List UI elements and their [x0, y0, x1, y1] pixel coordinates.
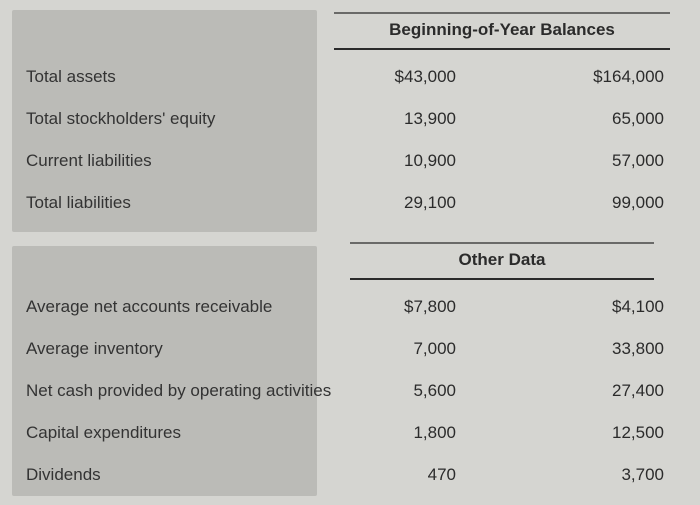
- row-value-col2: 33,800: [504, 339, 670, 359]
- row-label: Average net accounts receivable: [18, 297, 334, 317]
- row-value-col2: $4,100: [504, 297, 670, 317]
- row-value-col1: 29,100: [334, 193, 504, 213]
- row-label: Current liabilities: [18, 151, 334, 171]
- row-value-col1: 1,800: [334, 423, 504, 443]
- row-value-col1: $7,800: [334, 297, 504, 317]
- row-value-col1: 470: [334, 465, 504, 485]
- row-label: Total liabilities: [18, 193, 334, 213]
- row-label: Average inventory: [18, 339, 334, 359]
- table-row: Total assets $43,000 $164,000: [18, 56, 670, 98]
- row-label: Net cash provided by operating activitie…: [18, 381, 334, 401]
- table-row: Dividends 470 3,700: [18, 454, 670, 496]
- row-label: Capital expenditures: [18, 423, 334, 443]
- table-row: Total liabilities 29,100 99,000: [18, 182, 670, 224]
- table-row: Current liabilities 10,900 57,000: [18, 140, 670, 182]
- row-value-col2: 12,500: [504, 423, 670, 443]
- row-value-col1: 10,900: [334, 151, 504, 171]
- row-value-col1: 7,000: [334, 339, 504, 359]
- table-row: Capital expenditures 1,800 12,500: [18, 412, 670, 454]
- table-row: Average net accounts receivable $7,800 $…: [18, 286, 670, 328]
- row-value-col1: $43,000: [334, 67, 504, 87]
- row-value-col1: 5,600: [334, 381, 504, 401]
- row-value-col2: 57,000: [504, 151, 670, 171]
- row-label: Dividends: [18, 465, 334, 485]
- row-value-col2: 99,000: [504, 193, 670, 213]
- section-header-balances: Beginning-of-Year Balances: [334, 12, 670, 50]
- table-row: Net cash provided by operating activitie…: [18, 370, 670, 412]
- row-value-col2: 3,700: [504, 465, 670, 485]
- section-header-other-data: Other Data: [350, 242, 654, 280]
- table-row: Average inventory 7,000 33,800: [18, 328, 670, 370]
- row-value-col2: $164,000: [504, 67, 670, 87]
- row-value-col2: 27,400: [504, 381, 670, 401]
- row-label: Total stockholders' equity: [18, 109, 334, 129]
- row-value-col2: 65,000: [504, 109, 670, 129]
- row-label: Total assets: [18, 67, 334, 87]
- row-value-col1: 13,900: [334, 109, 504, 129]
- table-row: Total stockholders' equity 13,900 65,000: [18, 98, 670, 140]
